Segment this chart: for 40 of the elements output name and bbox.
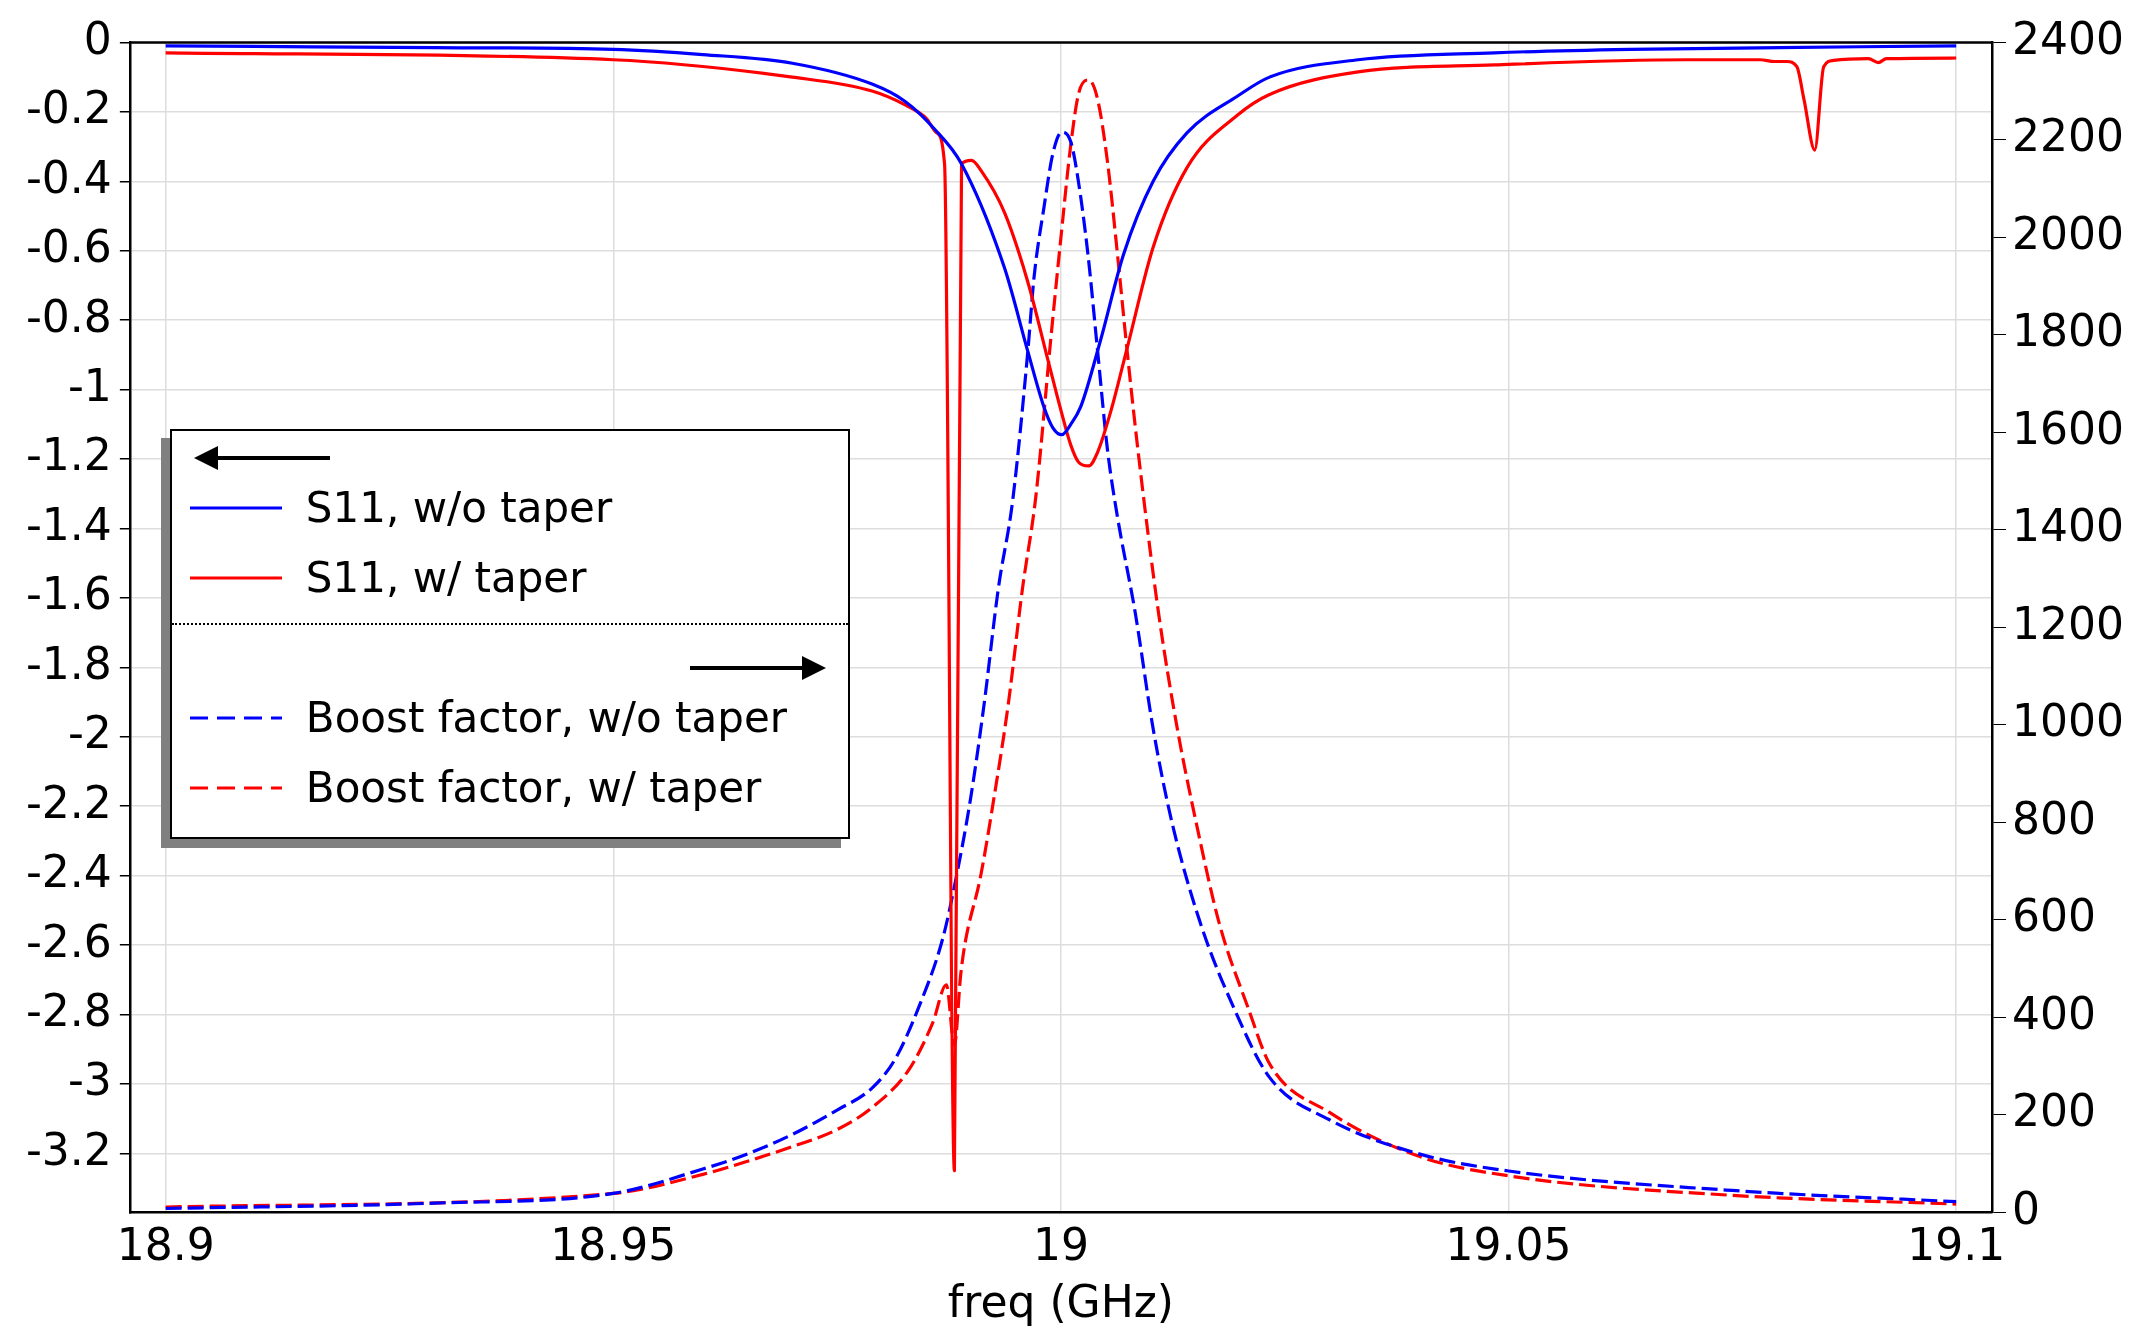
y-tick-label: -1 (67, 360, 112, 412)
y2-tick-label: 0 (2012, 1182, 2041, 1234)
y-tick-label: -2.4 (25, 846, 112, 898)
y2-tick-label: 200 (2012, 1085, 2097, 1137)
x-axis-title: freq (GHz) (947, 1276, 1175, 1328)
x-tick-label: 19.05 (1445, 1219, 1572, 1271)
y-tick-label: -1.4 (25, 498, 112, 550)
y2-tick-label: 2000 (2012, 207, 2125, 259)
y2-tick-label: 1600 (2012, 402, 2125, 454)
x-tick-label: 19 (1032, 1219, 1089, 1271)
y2-tick-label: 1400 (2012, 500, 2125, 552)
y-tick-label: -1.8 (25, 637, 112, 689)
y-tick-label: -0.4 (25, 151, 112, 203)
y-tick-label: -2.6 (25, 915, 112, 967)
y-tick-label: -0.2 (25, 82, 112, 134)
y-tick-label: -1.2 (25, 429, 112, 481)
legend-label: Boost factor, w/o taper (305, 693, 788, 742)
legend-label: Boost factor, w/ taper (305, 763, 762, 812)
x-tick-label: 19.1 (1907, 1219, 2006, 1271)
y-tick-label: -3.2 (25, 1123, 112, 1175)
y-tick-label: -1.6 (25, 568, 112, 620)
y2-tick-label: 400 (2012, 987, 2097, 1039)
y-tick-label: -3 (67, 1054, 112, 1106)
x-tick-label: 18.9 (116, 1219, 215, 1271)
y-tick-label: 0 (83, 12, 112, 64)
x-tick-label: 18.95 (550, 1219, 677, 1271)
y2-tick-label: 800 (2012, 792, 2097, 844)
y2-tick-label: 1000 (2012, 695, 2125, 747)
y-tick-label: -2.8 (25, 984, 112, 1036)
y2-tick-label: 600 (2012, 890, 2097, 942)
legend-label: S11, w/ taper (305, 553, 587, 602)
y-tick-label: -2.2 (25, 776, 112, 828)
y-tick-label: -0.6 (25, 221, 112, 273)
y-tick-label: -0.8 (25, 290, 112, 342)
y2-tick-label: 2400 (2012, 12, 2125, 64)
legend-label: S11, w/o taper (305, 483, 613, 532)
y2-tick-label: 1800 (2012, 305, 2125, 357)
y2-tick-label: 1200 (2012, 597, 2125, 649)
y2-tick-label: 2200 (2012, 110, 2125, 162)
y-tick-label: -2 (67, 707, 112, 759)
